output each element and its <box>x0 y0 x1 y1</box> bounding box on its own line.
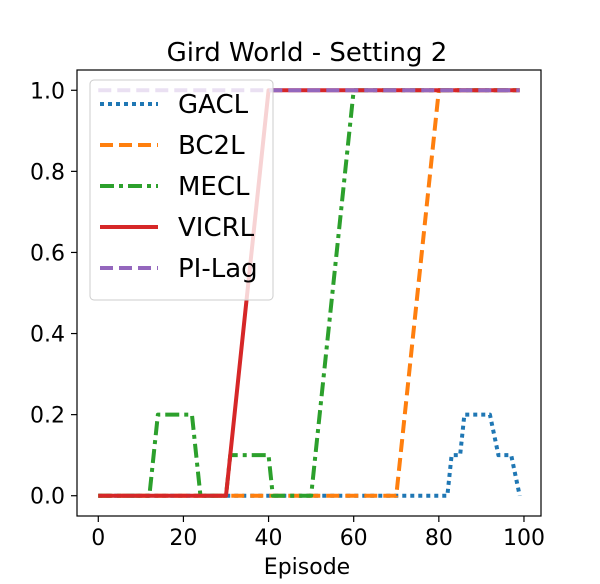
chart-title: Gird World - Setting 2 <box>167 38 448 68</box>
x-tick-label: 20 <box>169 526 197 551</box>
y-tick-label: 0.4 <box>30 323 65 348</box>
y-tick-label: 0.8 <box>30 160 65 185</box>
y-axis-ticks: 0.0 0.2 0.4 0.6 0.8 1.0 <box>30 79 77 510</box>
x-tick-label: 0 <box>91 526 105 551</box>
x-tick-label: 80 <box>425 526 453 551</box>
x-tick-label: 60 <box>340 526 368 551</box>
y-tick-label: 0.6 <box>30 241 65 266</box>
y-tick-label: 0.2 <box>30 404 65 429</box>
x-tick-label: 40 <box>255 526 283 551</box>
legend-box <box>89 79 274 301</box>
x-axis-ticks: 0 20 40 60 80 100 <box>91 516 545 551</box>
series-line-mecl <box>98 88 520 498</box>
legend: GACL BC2L MECL VICRL PI-Lag <box>89 79 274 301</box>
x-tick-label: 100 <box>503 526 545 551</box>
x-axis-label: Episode <box>264 555 350 580</box>
legend-label-pi-lag: PI-Lag <box>178 254 258 284</box>
legend-label-vicrl: VICRL <box>178 213 255 243</box>
series-line-gacl <box>98 412 522 498</box>
legend-label-gacl: GACL <box>178 90 249 120</box>
y-tick-label: 1.0 <box>30 79 65 104</box>
legend-label-bc2l: BC2L <box>178 131 245 161</box>
legend-label-mecl: MECL <box>178 172 250 202</box>
plot-frame <box>76 69 542 517</box>
y-tick-label: 0.0 <box>30 485 65 510</box>
